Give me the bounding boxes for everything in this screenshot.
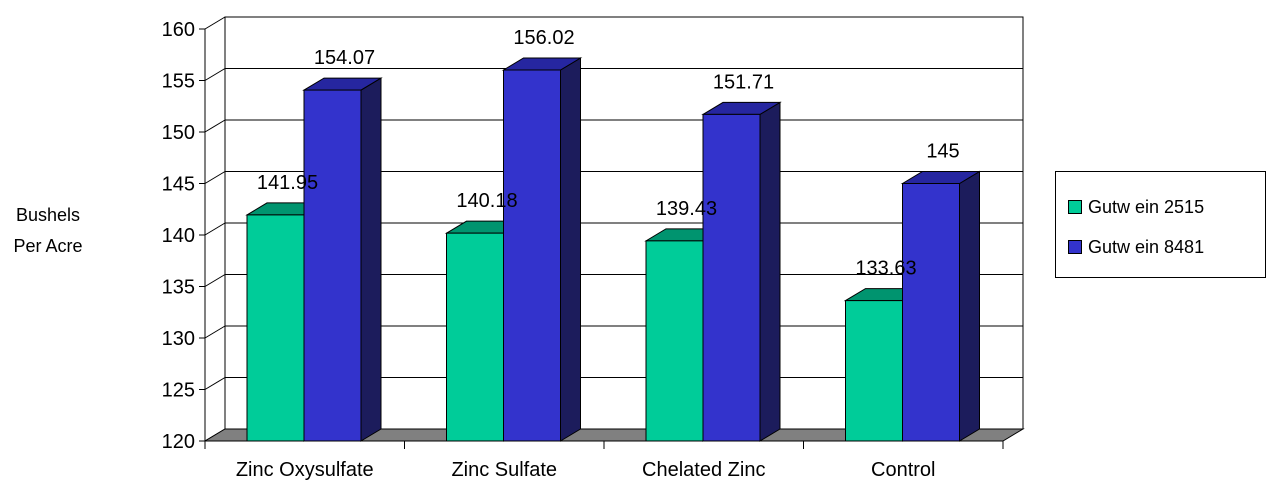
data-label: 151.71 (713, 71, 774, 93)
bar (845, 300, 903, 442)
gridline-side (204, 274, 226, 287)
legend-label-series-1: Gutw ein 2515 (1088, 196, 1205, 217)
legend-label-series-2: Gutw ein 8481 (1088, 236, 1205, 257)
y-axis-title: Bushels Per Acre (0, 200, 96, 262)
y-tick-label: 135 (162, 277, 195, 299)
y-tick-label: 130 (162, 328, 195, 350)
data-label: 139.43 (656, 198, 717, 220)
legend-swatch-series-2 (1068, 240, 1082, 254)
legend-item-series-1: Gutw ein 2515 (1068, 196, 1204, 218)
data-label: 156.02 (513, 27, 574, 49)
chart-data-labels: 141.95 154.07 140.18 156.02 139.43 151.71 133.… (257, 27, 960, 280)
bar (446, 232, 504, 442)
y-tick-label: 145 (162, 174, 195, 196)
data-label: 140.18 (456, 190, 517, 212)
chart-bars (245, 57, 982, 442)
x-tick-label: Control (871, 459, 935, 481)
bar-side (360, 77, 382, 442)
bar (503, 69, 561, 442)
x-tick-label: Zinc Sulfate (451, 459, 557, 481)
legend-swatch-series-1 (1068, 200, 1082, 214)
bar-side (759, 101, 781, 442)
y-axis-title-line-1: Bushels (15, 205, 81, 225)
bar (645, 240, 704, 442)
gridline-side (204, 171, 226, 184)
x-tick-label: Zinc Oxysulfate (236, 459, 374, 481)
y-tick-label: 140 (162, 225, 195, 247)
y-tick-label: 120 (162, 431, 195, 453)
bar (902, 183, 960, 442)
data-label: 141.95 (257, 172, 318, 194)
gridline-side (204, 377, 226, 390)
chart-axes: 120 125 130 135 140 145 150 155 160 Zinc Oxysulfa… (162, 19, 1004, 481)
y-axis-title-line-2: Per Acre (13, 236, 83, 256)
data-label: 154.07 (314, 47, 375, 69)
legend-item-series-2: Gutw ein 8481 (1068, 236, 1204, 258)
y-tick-label: 125 (162, 380, 195, 402)
legend: Gutw ein 2515 Gutw ein 8481 (1055, 171, 1266, 278)
data-label: 145 (926, 141, 959, 163)
bar (702, 113, 761, 442)
y-tick-label: 160 (162, 19, 195, 41)
bar-side (560, 57, 581, 442)
data-label: 133.63 (855, 258, 916, 280)
bar-side (959, 170, 980, 442)
gridline-side (204, 68, 226, 81)
bar (246, 214, 305, 442)
gridline-side (204, 325, 226, 339)
bar (303, 89, 362, 442)
y-tick-label: 150 (162, 122, 195, 144)
gridline-side (204, 119, 226, 133)
x-tick-label: Chelated Zinc (642, 459, 765, 481)
y-tick-label: 155 (162, 71, 195, 93)
gridline-side (204, 16, 226, 30)
gridline-side (204, 222, 226, 236)
